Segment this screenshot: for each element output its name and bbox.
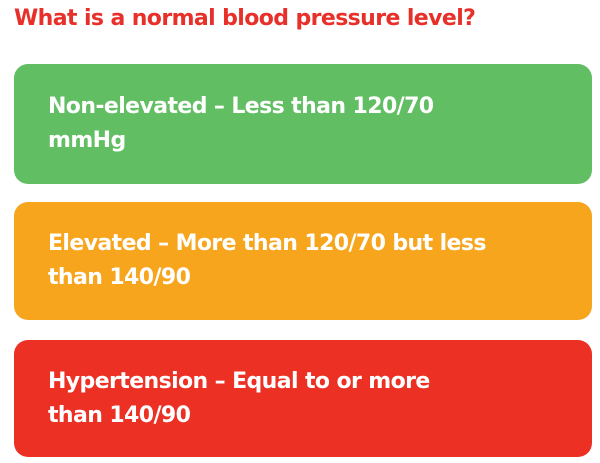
bp-card-elevated-text: Elevated – More than 120/70 but less tha…: [48, 231, 486, 290]
bp-card-elevated: Elevated – More than 120/70 but less tha…: [14, 202, 592, 320]
page-title: What is a normal blood pressure level?: [14, 6, 476, 31]
bp-card-non-elevated-text: Non-elevated – Less than 120/70 mmHg: [48, 94, 434, 153]
bp-card-hypertension: Hypertension – Equal to or more than 140…: [14, 340, 592, 457]
bp-card-hypertension-text: Hypertension – Equal to or more than 140…: [48, 368, 430, 428]
bp-card-non-elevated: Non-elevated – Less than 120/70 mmHg: [14, 64, 592, 184]
